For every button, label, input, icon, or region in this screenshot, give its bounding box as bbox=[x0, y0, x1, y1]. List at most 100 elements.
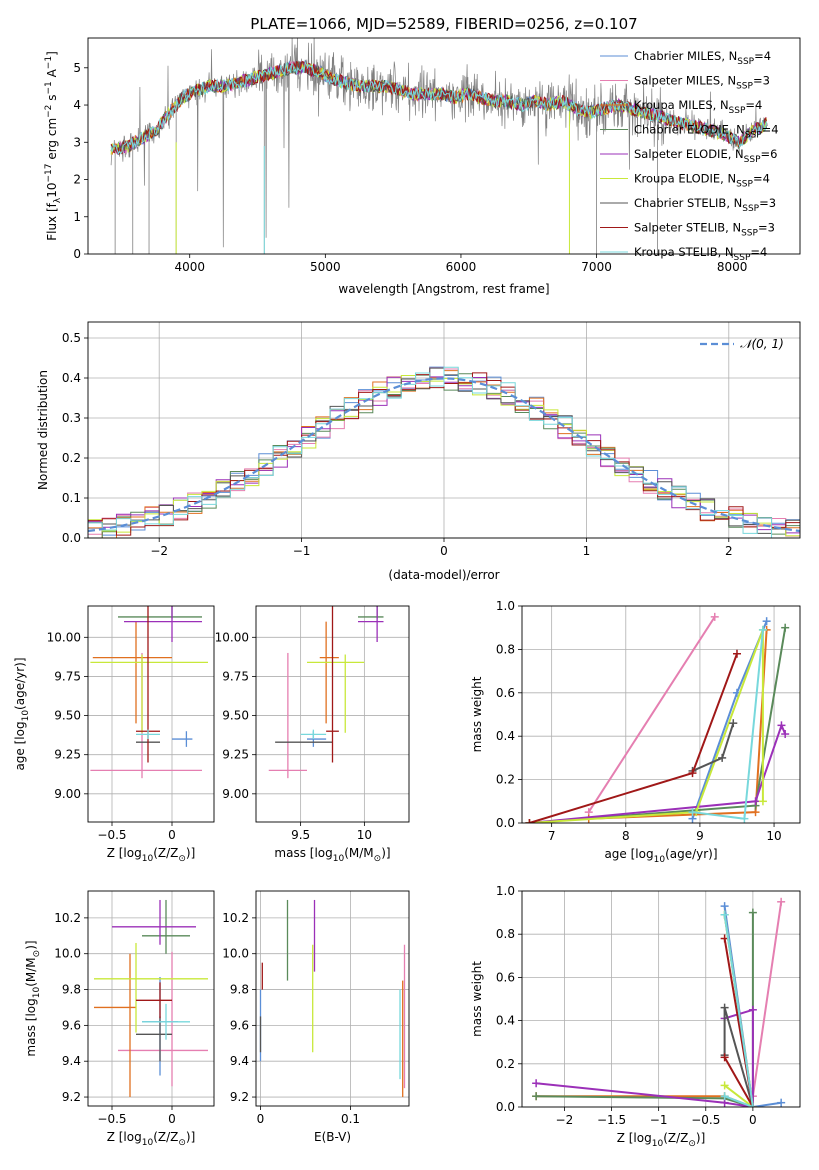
x-tick-label: 0 bbox=[257, 1112, 265, 1126]
legend-label: Chabrier STELIB, NSSP=3 bbox=[634, 196, 776, 214]
x-tick-label: 7000 bbox=[581, 260, 612, 274]
plot-area bbox=[525, 612, 790, 823]
x-tick-label: 8 bbox=[622, 829, 630, 843]
axes-frame bbox=[255, 890, 410, 1107]
y-tick-label: 4 bbox=[73, 98, 81, 112]
y-tick-label: 0.0 bbox=[496, 816, 515, 830]
y-axis-label: mass weight bbox=[470, 676, 484, 752]
normal-reference-line bbox=[88, 377, 800, 533]
y-tick-label: 9.2 bbox=[230, 1090, 249, 1104]
x-tick-label: −1.5 bbox=[597, 1113, 626, 1127]
x-tick-label: −2 bbox=[150, 544, 168, 558]
legend-label: Chabrier ELODIE, NSSP=4 bbox=[634, 123, 779, 141]
y-tick-label: 9.25 bbox=[54, 748, 81, 762]
y-tick-label: 9.50 bbox=[54, 709, 81, 723]
y-tick-label: 5 bbox=[73, 61, 81, 75]
axes-frame bbox=[87, 605, 215, 823]
y-tick-label: 0.4 bbox=[496, 729, 515, 743]
legend-label: Kroupa STELIB, NSSP=4 bbox=[634, 245, 767, 263]
legend-label: Kroupa ELODIE, NSSP=4 bbox=[634, 172, 770, 190]
x-tick-label: 1 bbox=[583, 544, 591, 558]
legend-label: Salpeter STELIB, NSSP=3 bbox=[634, 221, 775, 239]
y-tick-label: 1.0 bbox=[496, 599, 515, 613]
y-tick-label: 0.0 bbox=[496, 1100, 515, 1114]
weight-series-line bbox=[588, 629, 768, 820]
x-tick-label: 7 bbox=[548, 829, 556, 843]
y-tick-label: 0.6 bbox=[496, 686, 515, 700]
y-tick-label: 0.4 bbox=[62, 371, 81, 385]
legend-label: Kroupa MILES, NSSP=4 bbox=[634, 98, 762, 116]
spectrum-axes: 4000 5000 6000 7000 8000 0 1 2 3 4 5 wavelength [An… bbox=[44, 37, 801, 296]
spectrum-data-line bbox=[110, 38, 768, 248]
weight-series-line bbox=[529, 722, 787, 823]
y-tick-label: 2 bbox=[73, 173, 81, 187]
mass-weight-vs-age-axes: 7 8 9 10 0.0 0.2 0.4 0.6 0.8 1.0 age [log10(age/yr… bbox=[470, 599, 801, 865]
legend-label: Chabrier MILES, NSSP=4 bbox=[634, 49, 771, 67]
x-tick-label: 0.1 bbox=[341, 1112, 360, 1126]
y-axis-label: age [log10(age/yr)] bbox=[13, 657, 31, 770]
y-axis-label: mass [log10(M/M⊙)] bbox=[24, 940, 42, 1056]
y-tick-label: 9.6 bbox=[62, 1018, 81, 1032]
axes-frame bbox=[87, 37, 801, 255]
y-tick-label: 0.2 bbox=[496, 773, 515, 787]
mass-weight-vs-Z-axes: −2 −1.5 −1 −0.5 0 0.0 0.2 0.4 0.6 0.8 1.0 Z [log10(… bbox=[470, 884, 801, 1149]
axes-frame bbox=[87, 890, 215, 1107]
x-tick-label: 8000 bbox=[717, 260, 748, 274]
x-tick-label: 4000 bbox=[174, 260, 205, 274]
age-vs-mass-axes: 9.5 10 9.00 9.25 9.50 9.75 10.00 mass [log10(M/… bbox=[215, 605, 410, 864]
plot-area bbox=[94, 899, 208, 1098]
spectrum-model-line bbox=[110, 61, 767, 155]
y-tick-label: 9.00 bbox=[54, 787, 81, 801]
x-tick-label: 0 bbox=[168, 1112, 176, 1126]
x-tick-label: −0.5 bbox=[97, 1112, 126, 1126]
plot-area bbox=[110, 38, 768, 254]
x-tick-label: 6000 bbox=[446, 260, 477, 274]
plot-area bbox=[268, 606, 384, 779]
y-tick-label: 0.8 bbox=[496, 642, 515, 656]
x-tick-label: 10 bbox=[357, 828, 372, 842]
y-axis-label: Flux [fλ10−17 erg cm−2 s−1 A−1] bbox=[44, 51, 63, 241]
x-axis-label: Z [log10(Z/Z⊙)] bbox=[107, 1130, 196, 1148]
y-tick-label: 0.5 bbox=[62, 331, 81, 345]
y-tick-label: 0.0 bbox=[62, 531, 81, 545]
y-tick-label: 9.75 bbox=[222, 669, 249, 683]
y-tick-label: 10.00 bbox=[215, 630, 249, 644]
y-axis-label: Normed distribution bbox=[36, 370, 50, 490]
plot-area bbox=[88, 366, 800, 538]
axes-frame bbox=[521, 890, 801, 1108]
axes-frame bbox=[521, 605, 801, 824]
y-tick-label: 9.4 bbox=[230, 1054, 249, 1068]
x-tick-label: −1 bbox=[293, 544, 311, 558]
legend-label: Salpeter ELODIE, NSSP=6 bbox=[634, 147, 777, 165]
y-tick-label: 10.0 bbox=[222, 947, 249, 961]
y-tick-label: 9.8 bbox=[230, 983, 249, 997]
x-tick-label: 10 bbox=[766, 829, 781, 843]
y-tick-label: 0.6 bbox=[496, 970, 515, 984]
weight-series-line bbox=[529, 629, 764, 823]
mass-vs-EBV-axes: 0 0.1 9.2 9.4 9.6 9.8 10.0 10.2 E(B-V) bbox=[222, 890, 410, 1144]
x-tick-label: 9 bbox=[696, 829, 704, 843]
x-axis-label: age [log10(age/yr)] bbox=[604, 847, 717, 865]
mass-vs-Z-axes: −0.5 0 9.2 9.4 9.6 9.8 10.0 10.2 Z [log10(Z/Z⊙)]… bbox=[24, 890, 215, 1148]
y-tick-label: 10.2 bbox=[222, 911, 249, 925]
y-tick-label: 9.4 bbox=[62, 1054, 81, 1068]
x-tick-label: 0 bbox=[168, 828, 176, 842]
x-tick-label: −2 bbox=[556, 1113, 574, 1127]
y-tick-label: 0.1 bbox=[62, 491, 81, 505]
plot-area bbox=[259, 899, 406, 1098]
x-axis-label: Z [log10(Z/Z⊙)] bbox=[107, 846, 196, 864]
x-tick-label: −0.5 bbox=[691, 1113, 720, 1127]
y-tick-label: 9.8 bbox=[62, 983, 81, 997]
y-tick-label: 10.2 bbox=[54, 911, 81, 925]
weight-series-line bbox=[723, 914, 754, 1107]
y-tick-label: 0.2 bbox=[496, 1057, 515, 1071]
y-tick-label: 0 bbox=[73, 247, 81, 261]
legend: Chabrier MILES, NSSP=4 Salpeter MILES, NS… bbox=[600, 49, 779, 263]
weight-series-line bbox=[536, 914, 754, 1107]
x-tick-label: 0 bbox=[749, 1113, 757, 1127]
x-axis-label: Z [log10(Z/Z⊙)] bbox=[617, 1131, 706, 1149]
weight-series-line bbox=[529, 653, 738, 823]
x-tick-label: 0 bbox=[440, 544, 448, 558]
y-tick-label: 10.0 bbox=[54, 947, 81, 961]
